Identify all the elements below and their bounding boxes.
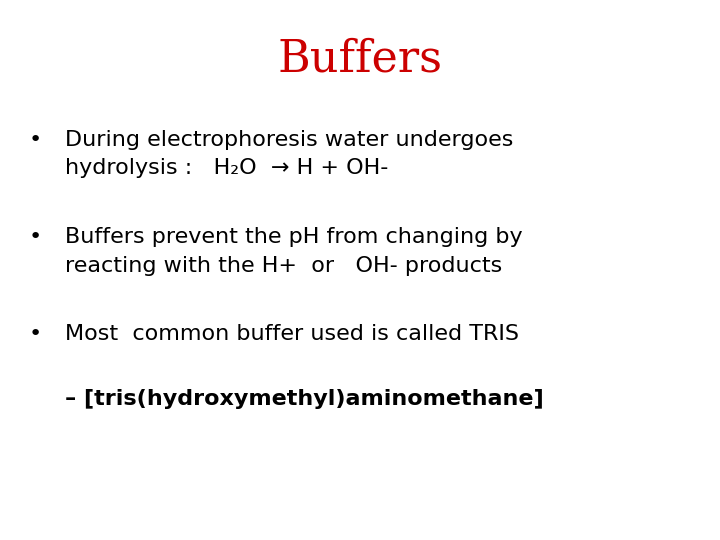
Text: Buffers: Buffers (277, 38, 443, 81)
Text: •: • (29, 227, 42, 247)
Text: Most  common buffer used is called TRIS: Most common buffer used is called TRIS (65, 324, 519, 344)
Text: •: • (29, 130, 42, 150)
Text: reacting with the H+  or   OH- products: reacting with the H+ or OH- products (65, 255, 502, 276)
Text: During electrophoresis water undergoes: During electrophoresis water undergoes (65, 130, 513, 150)
Text: – [tris(hydroxymethyl)aminomethane]: – [tris(hydroxymethyl)aminomethane] (65, 389, 544, 409)
Text: Buffers prevent the pH from changing by: Buffers prevent the pH from changing by (65, 227, 523, 247)
Text: hydrolysis :   H₂O  → H + OH-: hydrolysis : H₂O → H + OH- (65, 158, 388, 179)
Text: •: • (29, 324, 42, 344)
